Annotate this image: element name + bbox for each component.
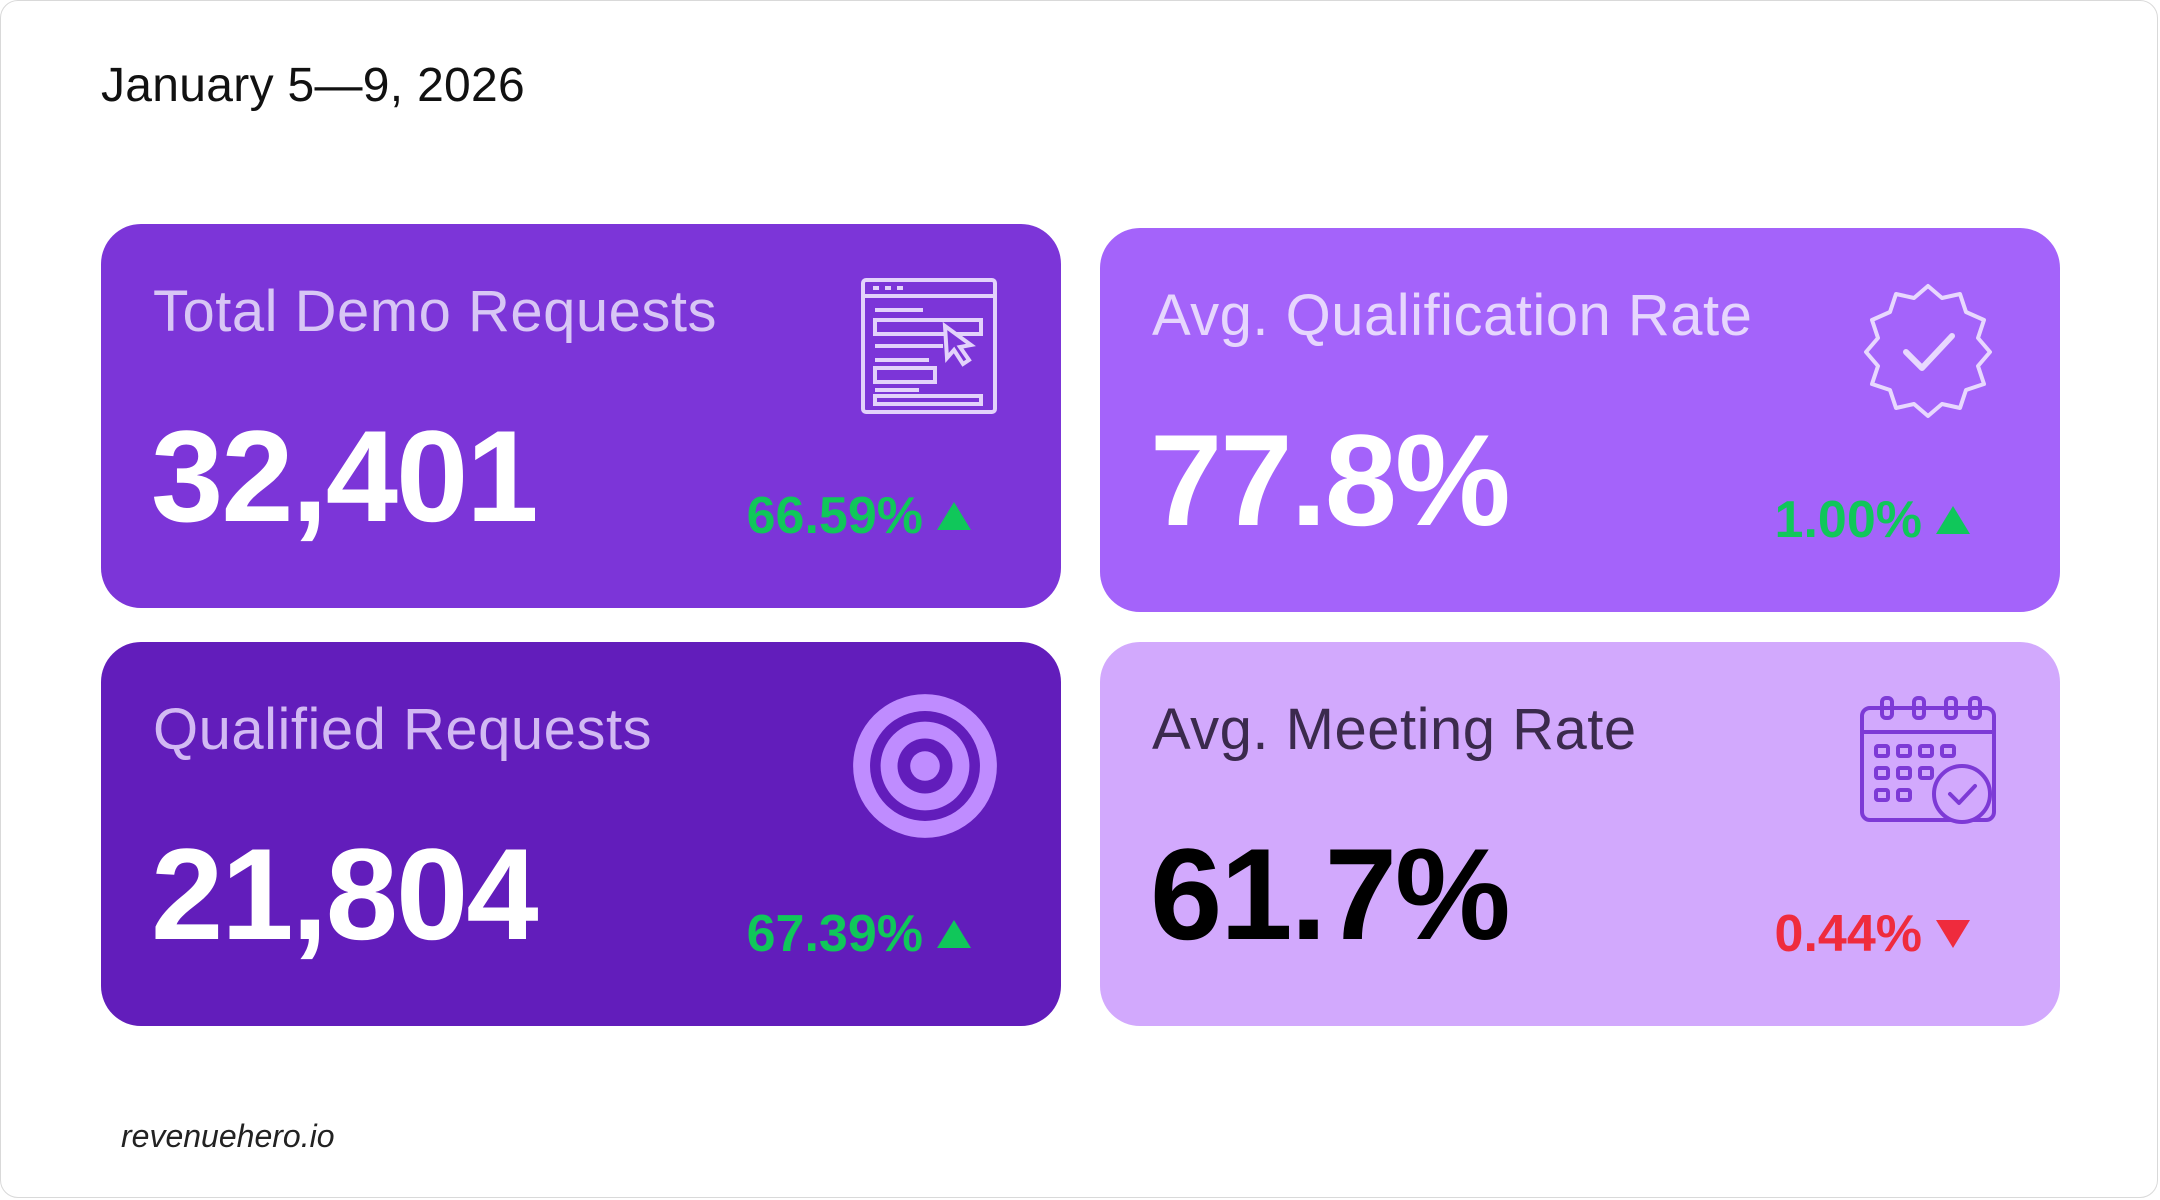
trend-indicator: 66.59% [747,486,971,546]
delta-value: 1.00% [1774,491,1922,549]
arrow-up-icon [1936,506,1970,534]
target-icon [853,694,997,838]
total-demo-requests-card: Total Demo Requests 32,401 66.59% [101,224,1061,608]
avg-meeting-rate-card: Avg. Meeting Rate 61.7% 0.44% [1100,642,2060,1026]
delta-value: 67.39% [746,905,923,963]
form-cursor-icon [861,278,997,414]
card-value: 32,401 [151,403,539,549]
calendar-check-icon [1860,696,1996,824]
card-value: 61.7% [1150,821,1511,967]
delta-value: 66.59% [746,487,923,545]
avg-qualification-rate-card: Avg. Qualification Rate 77.8% 1.00% [1100,228,2060,612]
trend-indicator: 0.44% [1775,904,1970,964]
delta-value: 0.44% [1774,905,1922,963]
qualified-requests-card: Qualified Requests 21,804 67.39% [101,642,1061,1026]
arrow-up-icon [937,920,971,948]
trend-indicator: 1.00% [1775,490,1970,550]
date-range: January 5—9, 2026 [101,59,526,112]
trend-indicator: 67.39% [747,904,971,964]
arrow-up-icon [937,502,971,530]
arrow-down-icon [1936,920,1970,948]
card-title: Avg. Qualification Rate [1152,283,1753,348]
card-value: 77.8% [1150,407,1511,553]
card-title: Avg. Meeting Rate [1152,697,1637,762]
verified-badge-icon [1864,284,1992,418]
brand-footer: revenuehero.io [121,1118,335,1154]
card-title: Total Demo Requests [153,279,717,344]
card-title: Qualified Requests [153,697,653,762]
card-value: 21,804 [151,821,539,967]
